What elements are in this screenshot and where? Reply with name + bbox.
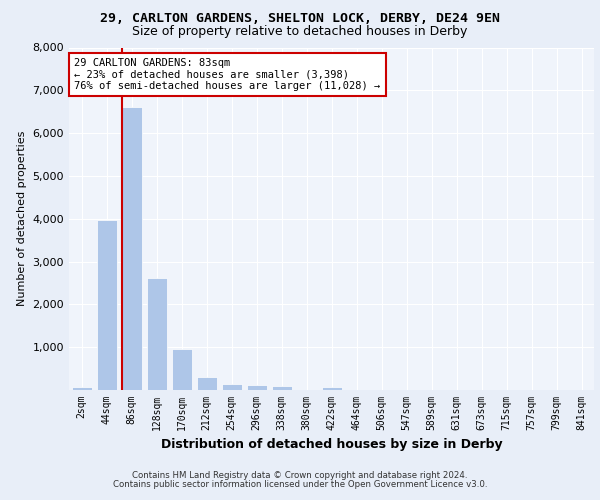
Bar <box>121 108 142 390</box>
Bar <box>271 386 292 390</box>
Text: Contains HM Land Registry data © Crown copyright and database right 2024.: Contains HM Land Registry data © Crown c… <box>132 471 468 480</box>
X-axis label: Distribution of detached houses by size in Derby: Distribution of detached houses by size … <box>161 438 502 452</box>
Bar <box>197 376 217 390</box>
Bar <box>322 387 341 390</box>
Bar <box>247 386 266 390</box>
Text: Contains public sector information licensed under the Open Government Licence v3: Contains public sector information licen… <box>113 480 487 489</box>
Y-axis label: Number of detached properties: Number of detached properties <box>17 131 27 306</box>
Text: Size of property relative to detached houses in Derby: Size of property relative to detached ho… <box>133 25 467 38</box>
Bar <box>97 220 116 390</box>
Bar <box>172 350 191 390</box>
Text: 29, CARLTON GARDENS, SHELTON LOCK, DERBY, DE24 9EN: 29, CARLTON GARDENS, SHELTON LOCK, DERBY… <box>100 12 500 26</box>
Bar <box>71 388 91 390</box>
Bar <box>221 384 241 390</box>
Text: 29 CARLTON GARDENS: 83sqm
← 23% of detached houses are smaller (3,398)
76% of se: 29 CARLTON GARDENS: 83sqm ← 23% of detac… <box>74 58 380 91</box>
Bar <box>146 278 167 390</box>
